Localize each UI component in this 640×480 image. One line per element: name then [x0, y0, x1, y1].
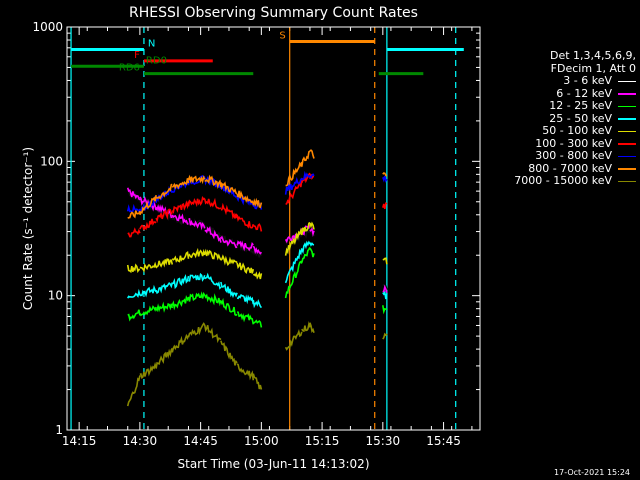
legend-swatch [618, 105, 636, 107]
legend-swatch [618, 118, 636, 120]
series-line [127, 247, 388, 328]
series-line [127, 149, 388, 219]
chart-title: RHESSI Observing Summary Count Rates [129, 5, 418, 21]
x-tick-label: 14:15 [62, 434, 97, 448]
legend-entry-label: 800 - 7000 keV [528, 161, 612, 175]
legend-swatch [618, 143, 636, 145]
series-line [127, 172, 388, 238]
legend-swatch [618, 130, 636, 132]
y-tick-label: 100 [40, 154, 63, 168]
chart-legend: Det 1,3,4,5,6,9, FDecim 1, Att 0 3 - 6 k… [470, 49, 636, 188]
legend-entry: 6 - 12 keV [470, 86, 636, 101]
legend-entry-label: 25 - 50 keV [549, 111, 612, 125]
timestamp-footer: 17-Oct-2021 15:24 [554, 468, 630, 477]
plot-frame [66, 26, 481, 431]
legend-entry: 800 - 7000 keV [470, 161, 636, 176]
series-line [126, 221, 388, 280]
legend-entry-label: 12 - 25 keV [549, 99, 612, 112]
y-axis-label: Count Rate (s⁻¹ detector⁻¹) [21, 147, 35, 310]
flag-bar-label: RD6 [119, 63, 140, 74]
legend-entry-label: 7000 - 15000 keV [514, 174, 612, 187]
legend-entry-label: 100 - 300 keV [535, 136, 612, 150]
flag-bar-label: S [279, 30, 285, 41]
legend-entry-label: 3 - 6 keV [563, 74, 612, 87]
legend-entries: 3 - 6 keV 6 - 12 keV 12 - 25 keV 25 - 50 ke… [470, 74, 636, 188]
x-tick-label: 14:45 [183, 434, 218, 448]
legend-entry-label: 6 - 12 keV [556, 86, 612, 100]
x-axis-label: Start Time (03-Jun-11 14:13:02) [178, 457, 370, 471]
legend-entry: 300 - 800 keV [470, 149, 636, 163]
legend-swatch [618, 168, 636, 170]
legend-swatch [618, 80, 636, 82]
x-tick-label: 15:45 [426, 434, 461, 448]
x-tick-label: 15:00 [244, 434, 279, 448]
legend-entry: 12 - 25 keV [470, 99, 636, 113]
flag-bar-label: RD0 [146, 55, 167, 66]
legend-header-2: FDecim 1, Att 0 [550, 61, 636, 75]
legend-entry: 100 - 300 keV [470, 136, 636, 151]
legend-swatch [618, 180, 636, 182]
series-line [127, 240, 388, 309]
flag-bar-label: N [148, 38, 155, 49]
x-tick-label: 15:15 [305, 434, 340, 448]
legend-entry: 50 - 100 keV [470, 124, 636, 138]
legend-swatch [618, 93, 636, 95]
y-tick-label: 1 [55, 423, 63, 437]
legend-entry: 25 - 50 keV [470, 111, 636, 126]
legend-swatch [618, 155, 636, 157]
x-tick-label: 15:30 [366, 434, 401, 448]
series-line [126, 321, 388, 407]
legend-entry: 7000 - 15000 keV [470, 174, 636, 188]
y-tick-label: 10 [48, 289, 63, 303]
legend-entry-label: 300 - 800 keV [535, 149, 612, 162]
x-tick-label: 14:30 [123, 434, 158, 448]
flag-bar-label: F [134, 50, 140, 61]
y-tick-label: 1000 [32, 20, 63, 34]
legend-header-1: Det 1,3,4,5,6,9, [549, 49, 636, 62]
legend-entry: 3 - 6 keV [470, 74, 636, 88]
legend-entry-label: 50 - 100 keV [542, 124, 612, 137]
